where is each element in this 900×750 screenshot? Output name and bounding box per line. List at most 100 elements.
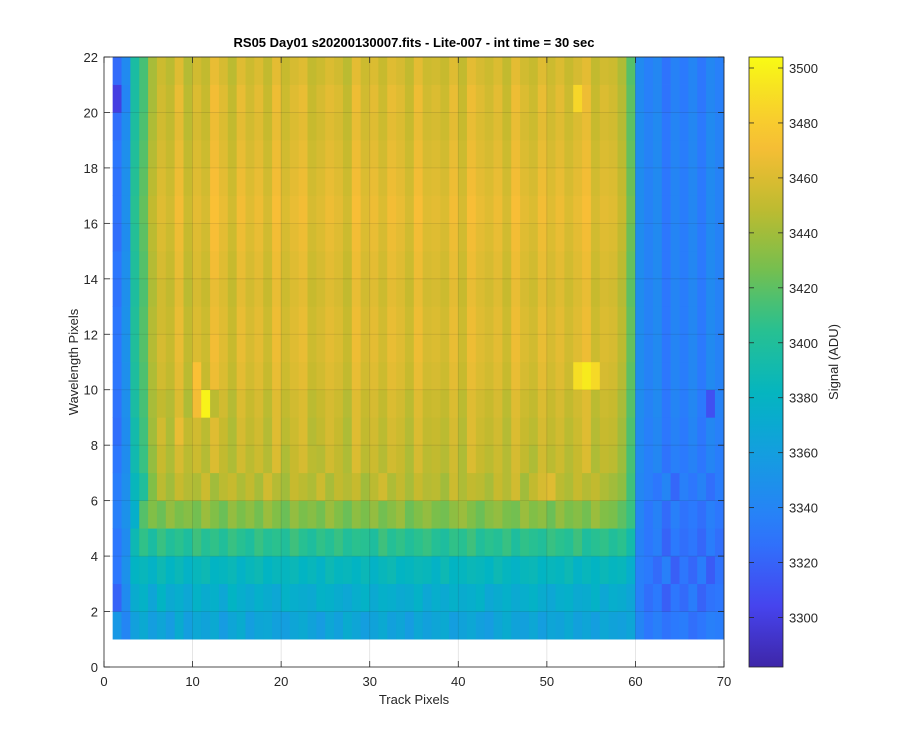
heatmap-cell [626, 195, 636, 224]
heatmap-cell [263, 444, 273, 474]
heatmap-cell [192, 306, 202, 335]
y-tick-label: 2 [91, 605, 98, 620]
heatmap-cell [706, 112, 716, 141]
heatmap-cell [298, 223, 308, 252]
heatmap-cell [404, 112, 415, 141]
heatmap-cell [210, 583, 220, 612]
heatmap-cell [289, 306, 300, 335]
heatmap-cell [404, 361, 415, 390]
heatmap-cell [520, 167, 530, 196]
heatmap-cell [396, 417, 406, 446]
heatmap-cell [387, 195, 397, 224]
heatmap-cell [156, 444, 167, 474]
heatmap-cell [139, 112, 149, 141]
heatmap-cell [236, 195, 246, 224]
heatmap-cell [697, 417, 707, 446]
heatmap-cell [706, 444, 716, 474]
heatmap-cell [351, 334, 362, 363]
heatmap-cell [334, 84, 344, 113]
heatmap-cell [652, 555, 663, 585]
heatmap-cell [440, 611, 450, 640]
heatmap-cell [661, 195, 672, 224]
heatmap-cell [466, 611, 477, 640]
heatmap-cell [520, 472, 530, 501]
heatmap-cell [174, 56, 184, 85]
heatmap-cell [156, 611, 167, 640]
heatmap-cell [688, 334, 698, 363]
heatmap-cell [484, 84, 494, 113]
heatmap-cell [245, 528, 255, 557]
heatmap-cell [316, 139, 326, 169]
heatmap-cell [165, 306, 176, 335]
heatmap-cell [298, 555, 308, 585]
heatmap-cell [484, 417, 494, 446]
heatmap-cell [369, 389, 379, 418]
heatmap-cell [546, 306, 556, 335]
heatmap-cell [475, 306, 486, 335]
colorbar-tick-label: 3440 [789, 226, 818, 241]
heatmap-cell [661, 472, 672, 501]
heatmap-cell [608, 472, 618, 501]
heatmap-cell [316, 417, 326, 446]
heatmap-cell [537, 528, 548, 557]
heatmap-cell [466, 84, 477, 113]
heatmap-cell [608, 167, 618, 196]
heatmap-cell [475, 611, 486, 640]
heatmap-cell [644, 250, 654, 280]
heatmap-cell [316, 472, 326, 501]
heatmap-cell [546, 611, 556, 640]
heatmap-cell [475, 84, 486, 113]
heatmap-cell [706, 583, 716, 612]
heatmap-cell [280, 195, 291, 224]
heatmap-cell [688, 278, 698, 307]
heatmap-cell [280, 112, 291, 141]
heatmap-cell [289, 444, 300, 474]
heatmap-cell [307, 306, 317, 335]
heatmap-cell [413, 195, 424, 224]
heatmap-cell [183, 389, 193, 418]
heatmap-cell [387, 389, 397, 418]
heatmap-cell [280, 334, 291, 363]
heatmap-cell [272, 139, 282, 169]
heatmap-cell [440, 167, 450, 196]
heatmap-cell [218, 223, 229, 252]
heatmap-cell [422, 84, 432, 113]
heatmap-cell [511, 56, 521, 85]
heatmap-cell [644, 472, 654, 501]
heatmap-cell [466, 361, 477, 390]
heatmap-cell [484, 361, 494, 390]
heatmap-cell [679, 250, 689, 280]
heatmap-cell [378, 139, 388, 169]
heatmap-cell [369, 528, 379, 557]
heatmap-cell [493, 334, 503, 363]
heatmap-cell [139, 334, 149, 363]
heatmap-cell [156, 139, 167, 169]
heatmap-cell [316, 167, 326, 196]
heatmap-cell [590, 195, 601, 224]
heatmap-cell [484, 56, 494, 85]
heatmap-cell [688, 139, 698, 169]
heatmap-cell [307, 555, 317, 585]
heatmap-cell [635, 278, 645, 307]
heatmap-cell [608, 611, 618, 640]
heatmap-cell [112, 112, 122, 141]
heatmap-cell [661, 223, 672, 252]
heatmap-cell [661, 528, 672, 557]
heatmap-cell [396, 56, 406, 85]
heatmap-cell [165, 250, 176, 280]
heatmap-cell [174, 223, 184, 252]
heatmap-cell [360, 611, 370, 640]
heatmap-cell [493, 56, 503, 85]
heatmap-cell [440, 389, 450, 418]
heatmap-cell [325, 500, 335, 529]
heatmap-cell [369, 583, 379, 612]
heatmap-cell [396, 389, 406, 418]
heatmap-cell [714, 611, 725, 640]
heatmap-cell [555, 389, 565, 418]
heatmap-cell [183, 583, 193, 612]
heatmap-cell [351, 500, 362, 529]
heatmap-cell [307, 84, 317, 113]
heatmap-cell [227, 306, 238, 335]
heatmap-cell [573, 84, 583, 113]
heatmap-cell [227, 250, 238, 280]
